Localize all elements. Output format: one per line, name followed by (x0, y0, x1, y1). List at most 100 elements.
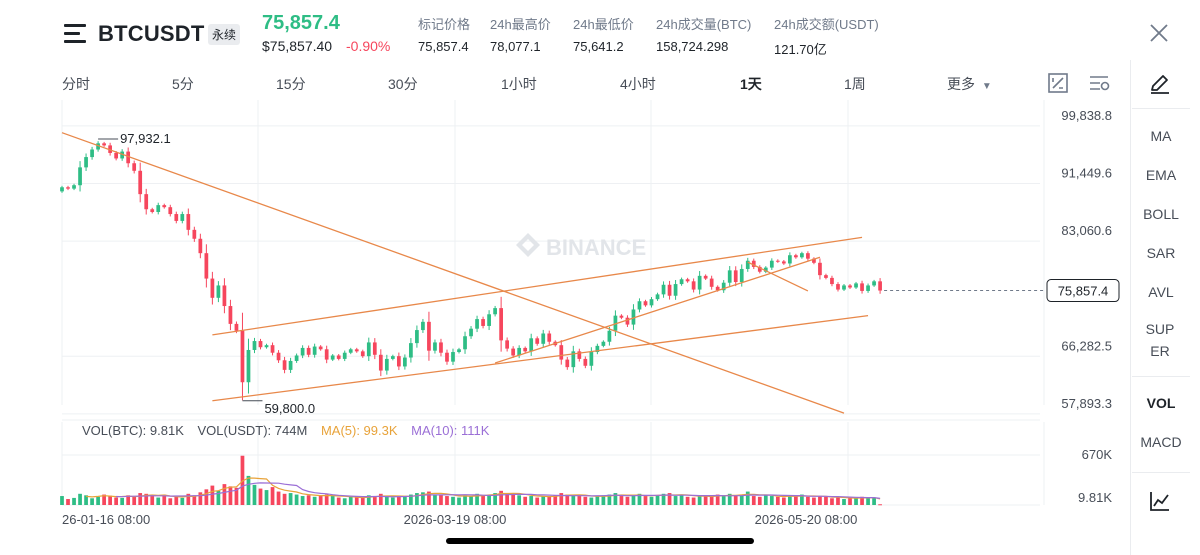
stat-value: 121.70亿 (774, 42, 827, 57)
volume-bar (475, 493, 479, 505)
timeframe-1h[interactable]: 1小时 (501, 76, 537, 92)
candle-body (168, 207, 173, 215)
high-price-label: 97,932.1 (120, 131, 171, 146)
candle-body (721, 282, 726, 291)
candle-body (210, 278, 215, 298)
timeframe-5m[interactable]: 5分 (172, 76, 194, 92)
timeframe-1w[interactable]: 1周 (844, 76, 866, 92)
menu-icon[interactable] (64, 24, 88, 44)
volume-bar (114, 497, 119, 505)
volume-bar (499, 490, 503, 505)
chart-layout-icon[interactable] (1047, 72, 1069, 94)
volume-bar (854, 498, 858, 505)
candle-body (679, 279, 684, 285)
volume-bar (306, 495, 311, 505)
candle-body (234, 323, 239, 331)
timeframe-30m[interactable]: 30分 (388, 76, 418, 92)
volume-bar (348, 496, 353, 505)
volume-bar (493, 493, 497, 505)
stat-label: 24h成交额(USDT) (774, 17, 879, 32)
volume-bar (138, 493, 143, 505)
volume-bar (276, 491, 281, 505)
volume-bar (673, 496, 678, 505)
timeframe-15m[interactable]: 15分 (276, 76, 306, 92)
volume-bar (613, 493, 618, 505)
indicator-chart-icon[interactable] (1148, 489, 1172, 513)
indicator-super[interactable]: SUPER (1145, 321, 1175, 359)
timeframe-4h[interactable]: 4小时 (620, 76, 656, 92)
volume-bar (204, 489, 209, 505)
volume-bar (162, 494, 167, 505)
volume-bar (396, 496, 401, 505)
candle-body (390, 356, 395, 359)
draw-pencil-icon[interactable] (1148, 72, 1172, 96)
candle-body (282, 360, 287, 370)
stat-24h-low: 24h最低价 75,641.2 (573, 14, 634, 54)
volume-bar (733, 495, 738, 505)
candle-body (360, 351, 365, 357)
volume-bar (529, 496, 534, 505)
candle-body (775, 260, 780, 262)
candle-body (697, 275, 702, 290)
candle-body (378, 354, 383, 371)
indicator-ma[interactable]: MA (1150, 128, 1172, 144)
volume-bar (102, 494, 106, 505)
stat-label: 24h最低价 (573, 17, 634, 32)
candle-body (463, 336, 467, 350)
close-icon[interactable] (1148, 22, 1170, 44)
indicator-avl[interactable]: AVL (1148, 284, 1174, 300)
stat-label: 24h成交量(BTC) (656, 17, 752, 32)
chart-settings-icon[interactable] (1088, 72, 1110, 94)
candle-body (156, 205, 161, 212)
candle-body (324, 349, 329, 360)
candle-body (445, 352, 449, 362)
low-price-label: 59,800.0 (264, 401, 315, 416)
volume-bar (108, 495, 112, 505)
candle-body (318, 346, 323, 350)
stat-label: 标记价格 (418, 17, 471, 32)
candle-body (300, 347, 305, 356)
timeframe-line[interactable]: 分时 (62, 76, 90, 92)
candle-body (523, 347, 528, 352)
volume-bar (469, 496, 473, 505)
volume-bar (384, 496, 389, 505)
binance-logo-icon (516, 233, 540, 257)
ma5-label: MA(5): 99.3K (320, 423, 398, 438)
candle-body (409, 343, 413, 358)
candle-body (186, 214, 191, 230)
indicator-boll[interactable]: BOLL (1143, 206, 1179, 222)
volume-bar (186, 493, 191, 505)
volume-bar (547, 496, 552, 505)
volume-bar (511, 494, 516, 505)
candlestick-chart[interactable]: BINANCE 97,932.1 59,800.0 75,857.4 99,838.8 9… (0, 100, 1130, 532)
candle-body (180, 214, 185, 221)
sidebar-separator (1132, 376, 1190, 377)
timeframe-more[interactable]: 更多 ▼ (947, 74, 992, 94)
volume-bar (366, 495, 371, 505)
indicator-vol[interactable]: VOL (1146, 395, 1176, 411)
indicator-sar[interactable]: SAR (1146, 245, 1176, 261)
symbol-title[interactable]: BTCUSDT (98, 21, 205, 46)
candle-body (529, 338, 534, 352)
home-indicator (446, 538, 754, 544)
indicator-macd[interactable]: MACD (1140, 434, 1182, 450)
price-change: -0.90% (346, 38, 391, 54)
indicator-ema[interactable]: EMA (1145, 167, 1177, 183)
ticker-header: BTCUSDT 永续 75,857.4 $75,857.40 -0.90% 标记… (0, 0, 1200, 62)
volume-bar (168, 498, 173, 505)
candle-body (535, 338, 540, 344)
time-axis-label: 26-01-16 08:00 (62, 512, 150, 527)
time-axis-label: 2026-05-20 08:00 (755, 512, 858, 527)
candle-body (114, 152, 119, 159)
candle-body (589, 352, 594, 366)
timeframe-1d[interactable]: 1天 (740, 76, 762, 92)
candle-body (631, 309, 636, 325)
candle-body (240, 330, 245, 383)
volume-bar (775, 496, 780, 505)
candle-body (860, 283, 864, 291)
candle-body (366, 342, 371, 357)
candle-body (848, 285, 852, 288)
candle-body (601, 341, 606, 346)
volume-bar (751, 496, 756, 505)
volume-bar (661, 493, 666, 505)
